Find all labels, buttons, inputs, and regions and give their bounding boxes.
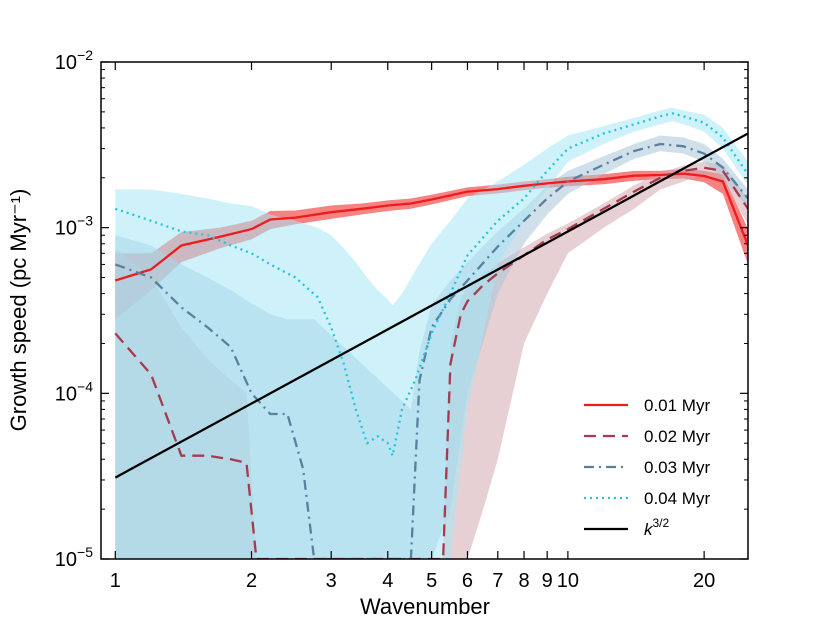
legend-label-0-02-myr: 0.02 Myr bbox=[644, 427, 710, 446]
x-axis-label: Wavenumber bbox=[360, 594, 490, 619]
y-axis-label: Growth speed (pc Myr⁻¹) bbox=[6, 189, 31, 432]
y-tick-label: 10−2 bbox=[55, 47, 93, 74]
legend-label-k-3-2: k3/2 bbox=[644, 516, 670, 539]
y-axis-ticks: 10−5 10−4 10−3 10−2 bbox=[55, 47, 748, 571]
legend-label-0-04-myr: 0.04 Myr bbox=[644, 489, 710, 508]
y-tick-label: 10−4 bbox=[55, 378, 93, 405]
legend-label-0-03-myr: 0.03 Myr bbox=[644, 458, 710, 477]
band-0-04-myr bbox=[115, 107, 748, 559]
x-tick-label: 9 bbox=[542, 570, 553, 592]
line-k-3-2 bbox=[114, 132, 748, 479]
x-tick-label: 8 bbox=[518, 570, 529, 592]
x-tick-label: 3 bbox=[326, 570, 337, 592]
x-tick-label: 2 bbox=[246, 570, 257, 592]
series-lines bbox=[114, 112, 748, 559]
x-tick-label: 20 bbox=[693, 570, 715, 592]
x-axis-ticks: 1 2 3 4 5 6 7 8 9 10 20 bbox=[110, 62, 715, 592]
x-tick-label: 1 bbox=[110, 570, 121, 592]
legend: 0.01 Myr 0.02 Myr 0.03 Myr 0.04 Myr k3/2 bbox=[584, 396, 710, 539]
plot-frame bbox=[100, 61, 749, 560]
legend-label-0-01-myr: 0.01 Myr bbox=[644, 396, 710, 415]
x-tick-label: 4 bbox=[382, 570, 393, 592]
line-0-01-myr bbox=[114, 172, 748, 282]
x-tick-label: 10 bbox=[557, 570, 579, 592]
y-tick-label: 10−5 bbox=[55, 544, 93, 571]
line-0-04-myr bbox=[114, 112, 748, 460]
line-0-03-myr bbox=[114, 142, 748, 559]
x-tick-label: 6 bbox=[462, 570, 473, 592]
y-tick-label: 10−3 bbox=[55, 213, 93, 240]
x-tick-label: 5 bbox=[426, 570, 437, 592]
line-0-02-myr bbox=[114, 166, 748, 559]
x-tick-label: 7 bbox=[492, 570, 503, 592]
